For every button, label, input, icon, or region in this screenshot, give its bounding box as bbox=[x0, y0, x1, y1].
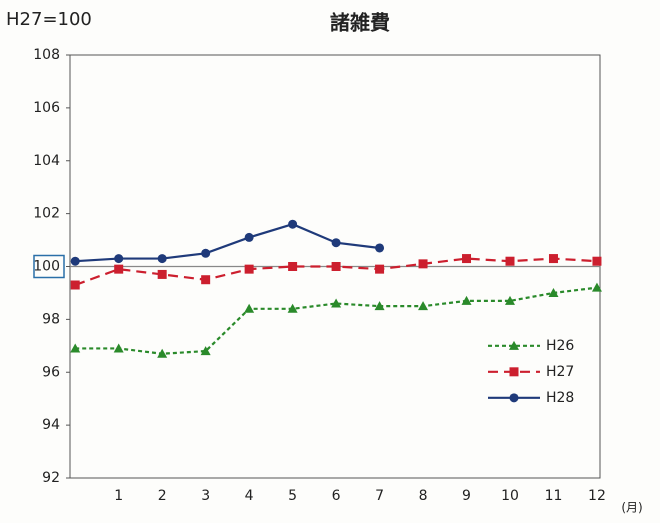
marker bbox=[375, 264, 385, 274]
marker bbox=[331, 298, 342, 308]
y-tick-label: 96 bbox=[42, 364, 60, 380]
marker bbox=[113, 343, 124, 353]
legend-label: H27 bbox=[546, 364, 574, 380]
marker bbox=[200, 346, 211, 356]
x-tick-label: 2 bbox=[158, 488, 167, 504]
x-tick-label: 1 bbox=[114, 488, 123, 504]
y-tick-label: 102 bbox=[33, 206, 60, 222]
marker bbox=[244, 303, 255, 313]
marker bbox=[244, 232, 254, 242]
x-tick-label: 4 bbox=[245, 488, 254, 504]
y-tick-label: 94 bbox=[42, 417, 60, 433]
marker bbox=[157, 254, 167, 264]
marker bbox=[418, 301, 429, 311]
marker bbox=[505, 256, 515, 266]
marker bbox=[462, 254, 472, 264]
legend-marker bbox=[509, 393, 519, 403]
marker bbox=[70, 343, 81, 353]
marker bbox=[70, 256, 80, 266]
series-line bbox=[75, 223, 380, 263]
chart-title: 諸雑費 bbox=[330, 11, 390, 35]
marker bbox=[288, 262, 298, 271]
marker bbox=[591, 282, 602, 292]
y-tick-label: 98 bbox=[42, 311, 60, 327]
x-tick-label: 5 bbox=[288, 488, 297, 504]
marker bbox=[70, 280, 80, 290]
marker bbox=[331, 262, 341, 271]
marker bbox=[288, 219, 298, 229]
marker bbox=[592, 256, 602, 266]
x-tick-label: 12 bbox=[588, 488, 606, 504]
marker bbox=[201, 248, 211, 258]
marker bbox=[114, 264, 124, 274]
base-note: H27=100 bbox=[6, 9, 92, 30]
marker bbox=[157, 348, 168, 358]
y-tick-highlight bbox=[33, 254, 65, 279]
marker bbox=[287, 303, 298, 313]
marker bbox=[418, 259, 428, 269]
marker bbox=[244, 264, 254, 274]
marker bbox=[374, 301, 385, 311]
marker bbox=[201, 275, 211, 285]
marker bbox=[375, 243, 385, 253]
y-tick-label: 106 bbox=[33, 100, 60, 116]
marker bbox=[114, 254, 124, 264]
x-unit: (月) bbox=[621, 501, 642, 515]
x-tick-label: 7 bbox=[375, 488, 384, 504]
marker bbox=[461, 295, 472, 305]
y-tick-label: 108 bbox=[33, 47, 60, 63]
x-tick-label: 11 bbox=[545, 488, 563, 504]
marker bbox=[505, 295, 515, 305]
y-tick-label: 100 bbox=[33, 259, 60, 275]
marker bbox=[157, 269, 167, 279]
x-tick-label: 6 bbox=[332, 488, 341, 504]
legend-marker bbox=[509, 340, 519, 350]
marker bbox=[331, 238, 341, 248]
x-tick-label: 9 bbox=[462, 488, 471, 504]
x-tick-label: 3 bbox=[201, 488, 210, 504]
legend-label: H26 bbox=[546, 338, 574, 354]
y-tick-label: 104 bbox=[33, 153, 60, 169]
marker bbox=[548, 287, 559, 297]
x-tick-label: 10 bbox=[501, 488, 519, 504]
legend-label: H28 bbox=[546, 390, 574, 406]
y-tick-label: 92 bbox=[42, 470, 60, 486]
marker bbox=[548, 254, 558, 264]
legend-marker bbox=[509, 367, 519, 377]
x-tick-label: 8 bbox=[419, 488, 428, 504]
